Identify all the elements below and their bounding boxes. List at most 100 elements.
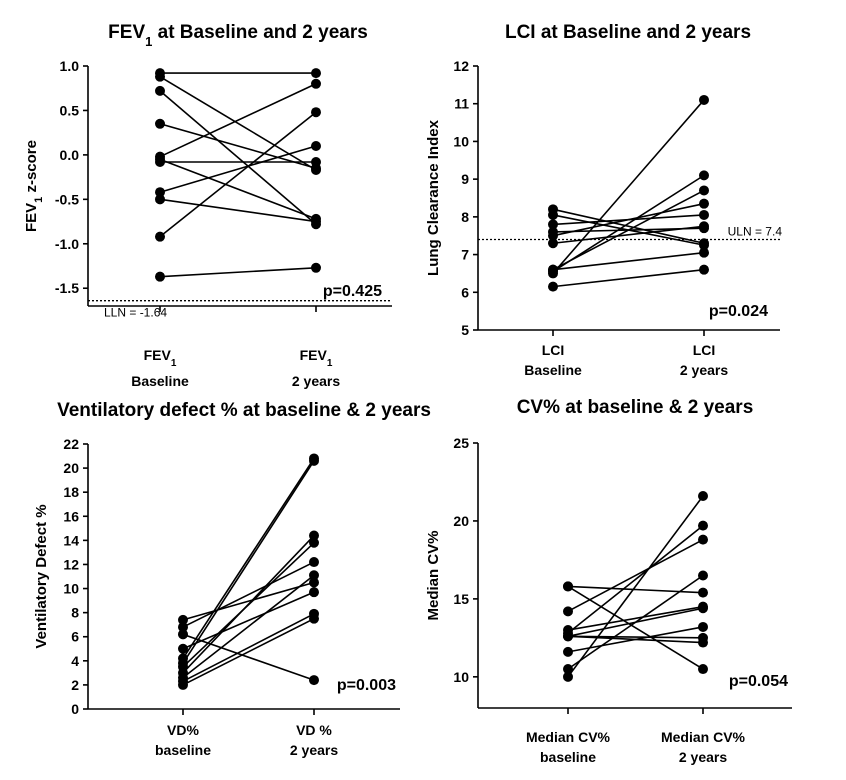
followup-point xyxy=(309,557,319,568)
baseline-point xyxy=(548,230,558,241)
paired-line xyxy=(552,251,705,271)
followup-point xyxy=(309,530,319,541)
followup-point xyxy=(311,157,321,167)
paired-line xyxy=(552,174,705,273)
y-tick-label: 25 xyxy=(453,435,469,451)
baseline-point xyxy=(563,664,573,675)
paired-line xyxy=(552,208,705,245)
followup-point xyxy=(698,534,708,545)
y-tick-label: 8 xyxy=(461,209,469,225)
x-category-label: 2 years xyxy=(292,373,340,389)
y-axis-label: Ventilatory Defect % xyxy=(33,504,50,648)
followup-point xyxy=(699,240,709,251)
reference-line-label: LLN = -1.64 xyxy=(104,306,167,320)
followup-point xyxy=(309,577,319,588)
y-tick-label: 15 xyxy=(453,591,469,607)
y-tick-label: 22 xyxy=(63,436,79,452)
followup-point xyxy=(311,78,321,89)
paired-line xyxy=(159,75,317,171)
p-value-label: p=0.054 xyxy=(729,673,788,690)
chart-fev1: FEV1 at Baseline and 2 years FEV1 z-score… xyxy=(23,22,392,389)
x-category-label: FEV1 xyxy=(144,347,177,369)
followup-point xyxy=(309,455,319,466)
baseline-point xyxy=(155,271,165,282)
y-tick-label: -1.5 xyxy=(55,280,79,296)
baseline-point xyxy=(563,646,573,657)
y-tick-label: -1.0 xyxy=(55,236,79,252)
baseline-point xyxy=(548,219,558,230)
followup-point xyxy=(309,587,319,598)
y-tick-label: 10 xyxy=(63,581,79,597)
p-value-label: p=0.003 xyxy=(337,677,396,694)
followup-point xyxy=(309,675,319,686)
chart-vd: Ventilatory defect % at baseline & 2 yea… xyxy=(33,400,431,758)
chart-cv: CV% at baseline & 2 years Median CV% 10 15 2… xyxy=(425,397,792,765)
paired-line xyxy=(182,591,315,650)
y-tick-label: 8 xyxy=(71,605,79,621)
x-category-label: LCI xyxy=(542,342,565,358)
followup-point xyxy=(309,570,319,581)
x-category-label: 2 years xyxy=(290,742,338,758)
y-tick-label: 4 xyxy=(71,653,79,669)
x-category-label: VD% xyxy=(167,722,199,738)
followup-point xyxy=(698,520,708,531)
followup-point xyxy=(698,491,708,501)
y-tick-label: 16 xyxy=(63,508,79,524)
y-tick-label: 10 xyxy=(453,669,469,685)
y-tick-label: 20 xyxy=(63,460,79,476)
baseline-point xyxy=(155,187,165,198)
followup-point xyxy=(311,262,321,273)
followup-point xyxy=(699,264,709,275)
y-tick-label: 14 xyxy=(63,532,79,548)
paired-line xyxy=(182,633,315,681)
paired-line xyxy=(159,90,317,225)
baseline-point xyxy=(563,671,573,682)
paired-line xyxy=(159,111,317,238)
followup-point xyxy=(698,570,708,581)
baseline-point xyxy=(155,157,165,167)
paired-line xyxy=(567,495,704,678)
baseline-point xyxy=(563,631,573,642)
x-category-label: FEV1 xyxy=(300,347,333,369)
followup-point xyxy=(698,587,708,598)
paired-line xyxy=(567,538,704,613)
y-tick-label: 20 xyxy=(453,513,469,529)
p-value-label: p=0.425 xyxy=(323,283,382,300)
paired-line xyxy=(182,617,315,686)
paired-line xyxy=(159,266,317,278)
baseline-point xyxy=(548,238,558,249)
baseline-point xyxy=(178,622,188,633)
p-value-label: p=0.024 xyxy=(709,303,768,320)
x-category-label: LCI xyxy=(693,342,716,358)
y-tick-label: 6 xyxy=(71,629,79,645)
paired-line xyxy=(567,635,704,644)
y-tick-label: 2 xyxy=(71,677,79,693)
chart-title: CV% at baseline & 2 years xyxy=(517,397,754,418)
chart-title: Ventilatory defect % at baseline & 2 yea… xyxy=(57,400,431,421)
baseline-point xyxy=(548,281,558,292)
baseline-point xyxy=(548,209,558,220)
x-category-label: Median CV% xyxy=(526,729,611,745)
followup-point xyxy=(309,613,319,624)
paired-line xyxy=(552,202,705,237)
baseline-point xyxy=(178,679,188,690)
baseline-point xyxy=(155,118,165,129)
baseline-point xyxy=(155,71,165,82)
chart-lci: LCI at Baseline and 2 years Lung Clearanc… xyxy=(425,22,782,378)
paired-line xyxy=(567,585,704,670)
y-tick-label: 1.0 xyxy=(60,58,80,74)
x-category-label: baseline xyxy=(540,749,596,765)
paired-line xyxy=(182,534,315,674)
y-tick-label: 12 xyxy=(63,556,79,572)
x-category-label: Baseline xyxy=(524,362,582,378)
y-axis-label: FEV1 z-score xyxy=(23,140,45,232)
y-tick-label: 0.5 xyxy=(60,102,80,118)
followup-point xyxy=(311,68,321,79)
y-axis-label: Lung Clearance Index xyxy=(425,119,442,276)
paired-line xyxy=(159,123,317,169)
baseline-point xyxy=(155,194,165,205)
y-tick-label: 11 xyxy=(454,96,469,112)
baseline-point xyxy=(178,629,188,640)
y-tick-label: 6 xyxy=(461,284,469,300)
